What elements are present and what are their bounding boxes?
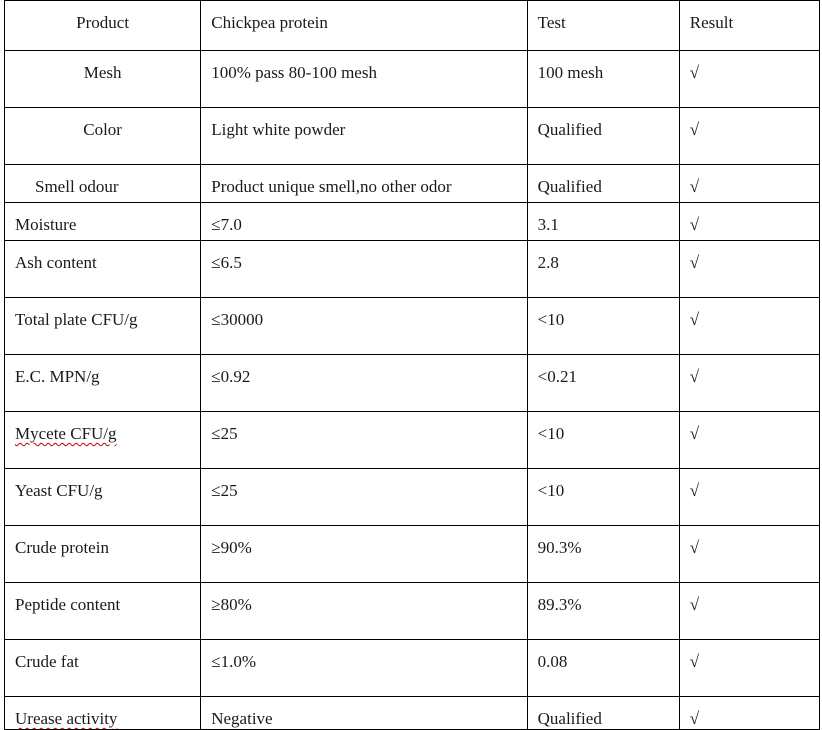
table-row: Mycete CFU/g ≤25 <10 √	[3, 411, 821, 469]
row-test: 0.08	[526, 639, 680, 697]
row-item: Total plate CFU/g	[3, 297, 202, 355]
row-test: 3.1	[526, 202, 680, 241]
row-test: <10	[526, 411, 680, 469]
table-row: Crude fat ≤1.0% 0.08 √	[3, 639, 821, 697]
row-spec: ≤30000	[200, 297, 528, 355]
row-result: √	[678, 164, 821, 203]
table-row: E.C. MPN/g ≤0.92 <0.21 √	[3, 354, 821, 412]
row-spec: Light white powder	[200, 107, 528, 165]
row-test: Qualified	[526, 696, 680, 730]
header-spec: Chickpea protein	[200, 0, 528, 51]
row-test: <0.21	[526, 354, 680, 412]
row-result: √	[678, 240, 821, 298]
row-spec: ≥80%	[200, 582, 528, 640]
row-item-text: Urease activity	[15, 709, 118, 728]
header-test: Test	[526, 0, 680, 51]
row-result: √	[678, 50, 821, 108]
row-result: √	[678, 468, 821, 526]
row-spec: 100% pass 80-100 mesh	[200, 50, 528, 108]
row-item: Moisture	[3, 202, 202, 241]
row-test: 89.3%	[526, 582, 680, 640]
row-item: Mesh	[3, 50, 202, 108]
row-result: √	[678, 297, 821, 355]
row-spec: ≥90%	[200, 525, 528, 583]
row-result: √	[678, 696, 821, 730]
table-row: Smell odour Product unique smell,no othe…	[3, 164, 821, 203]
row-result: √	[678, 354, 821, 412]
specification-table: Product Chickpea protein Test Result Mes…	[3, 0, 821, 730]
header-row: Product Chickpea protein Test Result	[3, 0, 821, 51]
table-row: Crude protein ≥90% 90.3% √	[3, 525, 821, 583]
row-spec: ≤0.92	[200, 354, 528, 412]
row-result: √	[678, 107, 821, 165]
row-test: 90.3%	[526, 525, 680, 583]
row-item-text: Mycete CFU/g	[15, 424, 117, 443]
table-row: Mesh 100% pass 80-100 mesh 100 mesh √	[3, 50, 821, 108]
row-test: <10	[526, 297, 680, 355]
row-result: √	[678, 525, 821, 583]
row-spec: Negative	[200, 696, 528, 730]
table-row: Yeast CFU/g ≤25 <10 √	[3, 468, 821, 526]
row-item: E.C. MPN/g	[3, 354, 202, 412]
row-spec: ≤6.5	[200, 240, 528, 298]
table-row: Urease activity Negative Qualified √	[3, 696, 821, 730]
row-item: Yeast CFU/g	[3, 468, 202, 526]
row-spec: Product unique smell,no other odor	[200, 164, 528, 203]
row-item: Smell odour	[3, 164, 202, 203]
table-row: Ash content ≤6.5 2.8 √	[3, 240, 821, 298]
row-item: Ash content	[3, 240, 202, 298]
row-spec: ≤25	[200, 411, 528, 469]
row-item: Mycete CFU/g	[3, 411, 202, 469]
row-test: Qualified	[526, 164, 680, 203]
table-row: Moisture ≤7.0 3.1 √	[3, 202, 821, 241]
row-test: 2.8	[526, 240, 680, 298]
row-item: Peptide content	[3, 582, 202, 640]
table-row: Peptide content ≥80% 89.3% √	[3, 582, 821, 640]
row-result: √	[678, 639, 821, 697]
row-spec: ≤1.0%	[200, 639, 528, 697]
row-result: √	[678, 582, 821, 640]
row-test: <10	[526, 468, 680, 526]
row-spec: ≤25	[200, 468, 528, 526]
table-row: Color Light white powder Qualified √	[3, 107, 821, 165]
row-result: √	[678, 411, 821, 469]
table-row: Total plate CFU/g ≤30000 <10 √	[3, 297, 821, 355]
row-spec: ≤7.0	[200, 202, 528, 241]
row-test: Qualified	[526, 107, 680, 165]
row-item: Color	[3, 107, 202, 165]
row-item: Crude protein	[3, 525, 202, 583]
row-result: √	[678, 202, 821, 241]
row-item: Crude fat	[3, 639, 202, 697]
row-item: Urease activity	[3, 696, 202, 730]
header-result: Result	[678, 0, 821, 51]
row-test: 100 mesh	[526, 50, 680, 108]
header-product: Product	[3, 0, 202, 51]
